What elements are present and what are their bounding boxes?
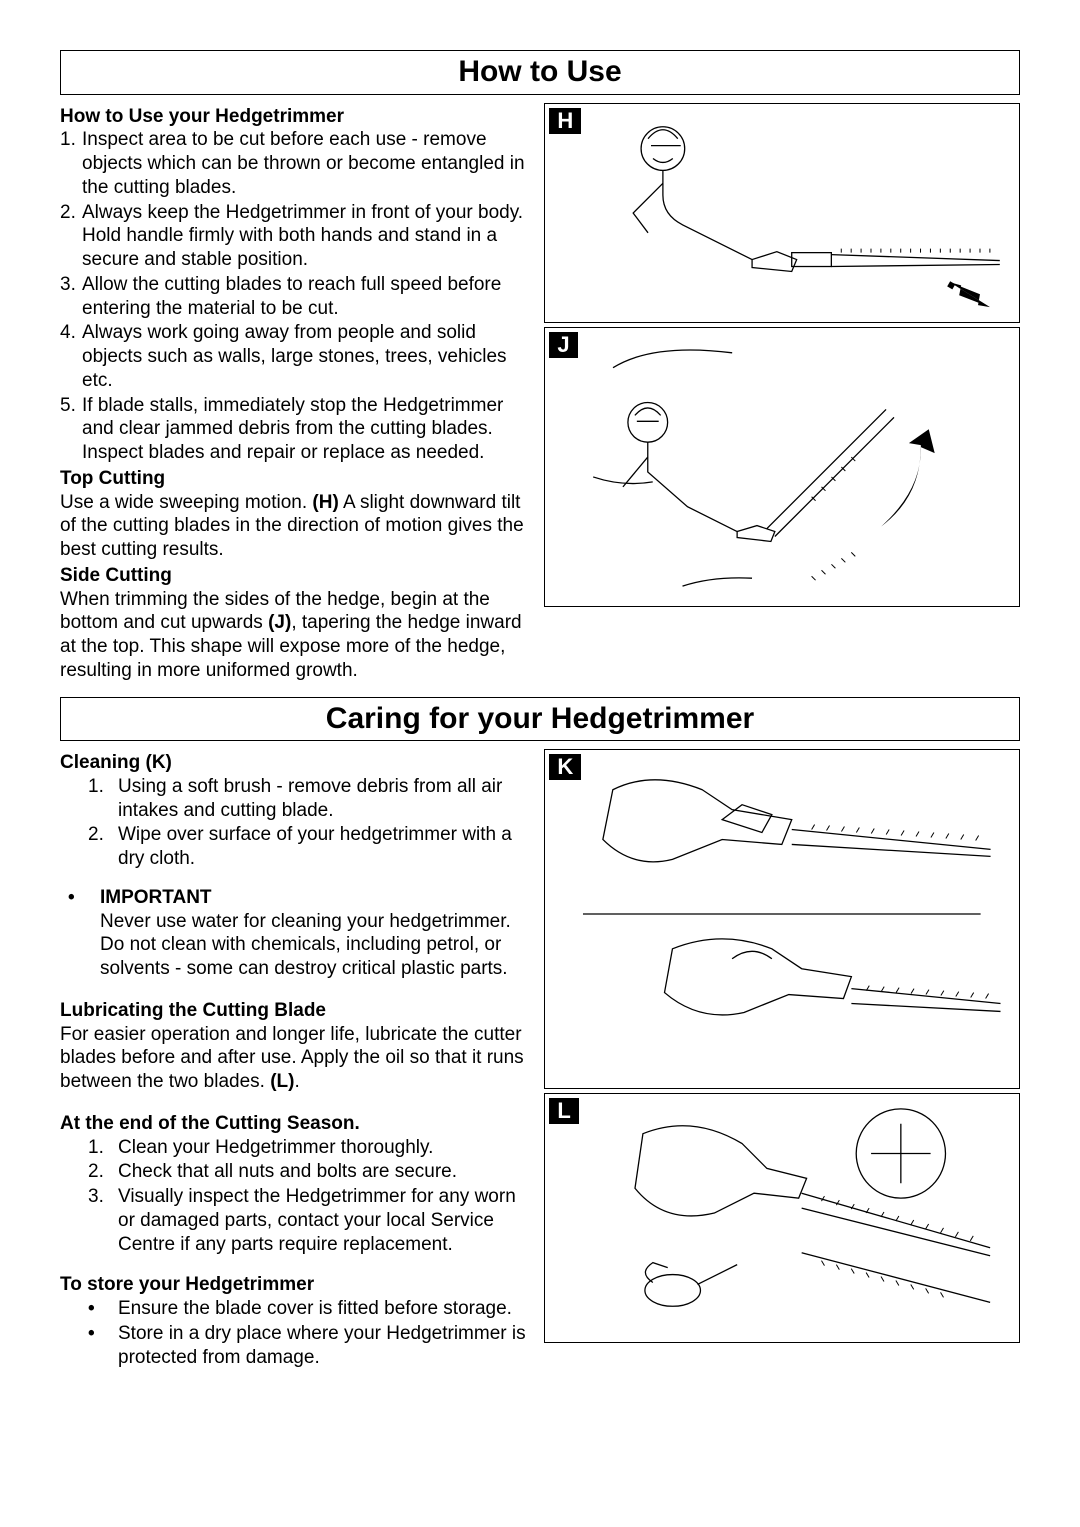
list-item: 5.If blade stalls, immediately stop the … — [60, 394, 530, 465]
list-num: 3. — [88, 1185, 118, 1256]
list-item: 2.Always keep the Hedgetrimmer in front … — [60, 201, 530, 272]
figure-label-k: K — [549, 754, 581, 780]
list-item: 3.Visually inspect the Hedgetrimmer for … — [88, 1185, 530, 1256]
cleaning-list: 1.Using a soft brush - remove debris fro… — [60, 775, 530, 871]
how-to-use-subhead: How to Use your Hedgetrimmer — [60, 105, 530, 129]
list-item: •Store in a dry place where your Hedgetr… — [88, 1322, 530, 1370]
figure-l-illustration — [545, 1094, 1019, 1342]
figure-label-j: J — [549, 332, 577, 358]
section-title-text: How to Use — [61, 53, 1019, 91]
side-cutting-para: When trimming the sides of the hedge, be… — [60, 588, 530, 683]
side-cutting-head: Side Cutting — [60, 564, 530, 588]
text: Use a wide sweeping motion. — [60, 492, 312, 513]
list-text: Ensure the blade cover is fitted before … — [118, 1297, 512, 1321]
how-to-use-row: How to Use your Hedgetrimmer 1.Inspect a… — [60, 103, 1020, 685]
figure-h: H — [544, 103, 1020, 323]
ref-h: (H) — [312, 492, 338, 513]
figure-label-l: L — [549, 1098, 578, 1124]
end-of-season-list: 1.Clean your Hedgetrimmer thoroughly. 2.… — [60, 1136, 530, 1257]
figure-l: L — [544, 1093, 1020, 1343]
list-item: •Ensure the blade cover is fitted before… — [88, 1297, 530, 1321]
figure-j-illustration — [545, 328, 1019, 606]
caring-text-col: Cleaning (K) 1.Using a soft brush - remo… — [60, 749, 530, 1370]
list-item: 3.Allow the cutting blades to reach full… — [60, 273, 530, 321]
caring-fig-col: K — [544, 749, 1020, 1370]
list-text: Check that all nuts and bolts are secure… — [118, 1160, 457, 1184]
list-num: 5. — [60, 394, 82, 465]
list-text: Using a soft brush - remove debris from … — [118, 775, 530, 823]
ref-j: (J) — [268, 612, 291, 633]
important-content: IMPORTANT Never use water for cleaning y… — [100, 886, 530, 981]
list-num: 1. — [60, 128, 82, 199]
important-item: • IMPORTANT Never use water for cleaning… — [68, 886, 530, 981]
bullet-icon: • — [88, 1322, 118, 1370]
list-text: Always work going away from people and s… — [82, 321, 530, 392]
figure-label-h: H — [549, 108, 581, 134]
list-text: Wipe over surface of your hedgetrimmer w… — [118, 823, 530, 871]
list-text: Inspect area to be cut before each use -… — [82, 128, 530, 199]
list-num: 4. — [60, 321, 82, 392]
list-item: 1.Clean your Hedgetrimmer thoroughly. — [88, 1136, 530, 1160]
lubricating-para: For easier operation and longer life, lu… — [60, 1023, 530, 1094]
section-title-how-to-use: How to Use — [60, 50, 1020, 95]
lubricating-head: Lubricating the Cutting Blade — [60, 999, 530, 1023]
list-item: 2.Wipe over surface of your hedgetrimmer… — [88, 823, 530, 871]
store-list: •Ensure the blade cover is fitted before… — [60, 1297, 530, 1369]
section-title-text: Caring for your Hedgetrimmer — [61, 700, 1019, 738]
list-text: Visually inspect the Hedgetrimmer for an… — [118, 1185, 530, 1256]
list-num: 2. — [88, 1160, 118, 1184]
cleaning-head: Cleaning (K) — [60, 751, 530, 775]
text: . — [294, 1071, 299, 1092]
list-num: 1. — [88, 775, 118, 823]
top-cutting-head: Top Cutting — [60, 467, 530, 491]
store-head: To store your Hedgetrimmer — [60, 1273, 530, 1297]
figure-k-illustration — [545, 750, 1019, 1088]
list-text: Always keep the Hedgetrimmer in front of… — [82, 201, 530, 272]
caring-row: Cleaning (K) 1.Using a soft brush - remo… — [60, 749, 1020, 1370]
ref-l: (L) — [270, 1071, 294, 1092]
list-text: Store in a dry place where your Hedgetri… — [118, 1322, 530, 1370]
how-to-use-fig-col: H — [544, 103, 1020, 685]
list-item: 1.Inspect area to be cut before each use… — [60, 128, 530, 199]
figure-k: K — [544, 749, 1020, 1089]
figure-h-illustration — [545, 104, 1019, 322]
end-of-season-head: At the end of the Cutting Season. — [60, 1112, 530, 1136]
list-text: If blade stalls, immediately stop the He… — [82, 394, 530, 465]
list-item: 2.Check that all nuts and bolts are secu… — [88, 1160, 530, 1184]
how-to-use-list: 1.Inspect area to be cut before each use… — [60, 128, 530, 465]
list-item: 1.Using a soft brush - remove debris fro… — [88, 775, 530, 823]
list-num: 2. — [88, 823, 118, 871]
bullet-icon: • — [88, 1297, 118, 1321]
important-block: • IMPORTANT Never use water for cleaning… — [60, 886, 530, 981]
important-label: IMPORTANT — [100, 887, 212, 908]
list-text: Allow the cutting blades to reach full s… — [82, 273, 530, 321]
how-to-use-text-col: How to Use your Hedgetrimmer 1.Inspect a… — [60, 103, 530, 685]
list-num: 2. — [60, 201, 82, 272]
figure-j: J — [544, 327, 1020, 607]
list-text: Clean your Hedgetrimmer thoroughly. — [118, 1136, 433, 1160]
list-item: 4.Always work going away from people and… — [60, 321, 530, 392]
bullet-icon: • — [68, 886, 100, 981]
section-title-caring: Caring for your Hedgetrimmer — [60, 697, 1020, 742]
important-text: Never use water for cleaning your hedget… — [100, 911, 511, 980]
list-num: 3. — [60, 273, 82, 321]
top-cutting-para: Use a wide sweeping motion. (H) A slight… — [60, 491, 530, 562]
list-num: 1. — [88, 1136, 118, 1160]
